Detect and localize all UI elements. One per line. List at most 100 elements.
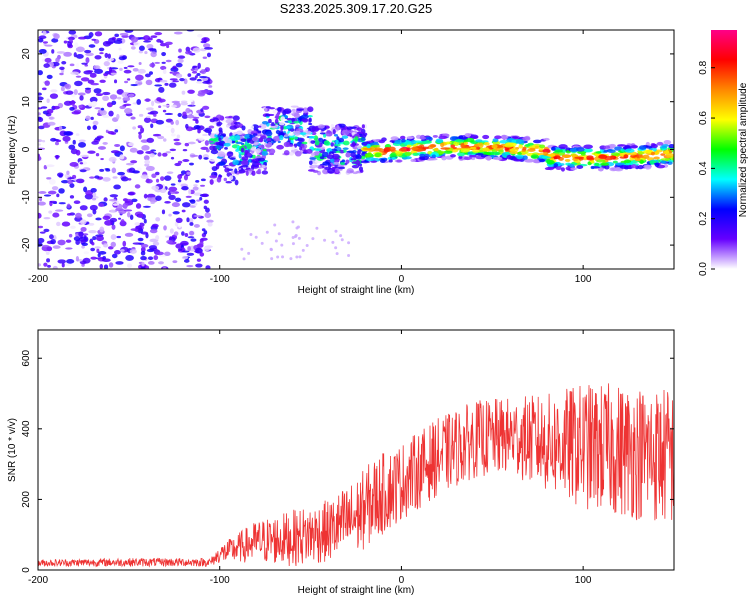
- colorbar-tick-label: 0.8: [698, 60, 709, 74]
- heatmap-cell: [51, 49, 55, 54]
- heatmap-cell: [65, 90, 74, 95]
- heatmap-cell: [529, 147, 536, 151]
- heatmap-cell: [158, 261, 164, 265]
- heatmap-cell: [122, 202, 129, 209]
- heatmap-cell: [335, 139, 339, 145]
- heatmap-cell: [196, 72, 201, 76]
- heatmap-cell: [443, 150, 453, 154]
- heatmap-cell: [94, 55, 102, 60]
- heatmap-cell: [166, 239, 173, 244]
- heatmap-cell: [400, 135, 406, 140]
- heatmap-cell: [241, 159, 249, 166]
- heatmap-cell: [334, 246, 338, 250]
- heatmap-cell: [396, 159, 403, 163]
- heatmap-cell: [107, 131, 115, 135]
- heatmap-cell: [178, 48, 182, 53]
- heatmap-cell: [158, 98, 166, 103]
- heatmap-cell: [99, 226, 105, 233]
- heatmap-cell: [50, 238, 56, 245]
- heatmap-cell: [280, 116, 286, 122]
- x-tick-label: 100: [575, 274, 592, 285]
- heatmap-cell: [224, 167, 230, 173]
- heatmap-cell: [152, 133, 162, 137]
- heatmap-cell: [111, 43, 119, 46]
- heatmap-cell: [47, 121, 56, 126]
- heatmap-cell: [671, 157, 674, 161]
- heatmap-cell: [637, 151, 645, 155]
- heatmap-cell: [68, 30, 77, 35]
- heatmap-cell: [164, 200, 171, 204]
- heatmap-cell: [144, 159, 151, 165]
- heatmap-cell: [91, 86, 95, 91]
- heatmap-cell: [88, 229, 97, 234]
- heatmap-cell: [324, 166, 332, 170]
- heatmap-cell: [89, 72, 97, 78]
- heatmap-cell: [77, 92, 86, 96]
- heatmap-cell: [209, 158, 218, 162]
- heatmap-cell: [118, 47, 122, 51]
- heatmap-cell: [193, 125, 201, 130]
- heatmap-cell: [225, 118, 234, 124]
- heatmap-cell: [326, 154, 335, 159]
- heatmap-cell: [234, 179, 239, 186]
- heatmap-cell: [257, 144, 265, 149]
- heatmap-cell: [598, 154, 608, 159]
- heatmap-cell: [583, 148, 593, 153]
- heatmap-cell: [532, 139, 542, 144]
- heatmap-cell: [258, 137, 264, 143]
- heatmap-cell: [365, 157, 376, 162]
- heatmap-cell: [223, 177, 228, 182]
- heatmap-cell: [89, 96, 98, 103]
- heatmap-cell: [155, 195, 162, 201]
- heatmap-cell: [125, 162, 135, 166]
- heatmap-cell: [334, 167, 340, 173]
- heatmap-cell: [134, 222, 140, 226]
- heatmap-cell: [96, 235, 104, 242]
- heatmap-cell: [47, 264, 51, 268]
- heatmap-cell: [52, 265, 58, 269]
- heatmap-cell: [301, 248, 305, 252]
- heatmap-cell: [175, 73, 183, 78]
- heatmap-cell: [309, 157, 317, 160]
- heatmap-cell: [155, 251, 164, 256]
- heatmap-cell: [235, 135, 241, 141]
- heatmap-cell: [225, 165, 233, 168]
- heatmap-cell: [46, 74, 53, 79]
- heatmap-cell: [44, 80, 50, 86]
- heatmap-cell: [130, 160, 138, 164]
- heatmap-cell: [226, 151, 234, 157]
- heatmap-cell: [275, 129, 281, 135]
- heatmap-cell: [509, 151, 519, 155]
- heatmap-cell: [75, 178, 85, 184]
- heatmap-cell: [138, 61, 142, 66]
- heatmap-cell: [484, 155, 493, 161]
- heatmap-cell: [107, 53, 111, 59]
- heatmap-cell: [512, 136, 519, 139]
- heatmap-cell: [103, 61, 110, 67]
- heatmap-cell: [169, 148, 177, 152]
- heatmap-cell: [96, 248, 100, 253]
- heatmap-cell: [78, 139, 86, 143]
- heatmap-cell: [182, 159, 190, 162]
- heatmap-cell: [300, 114, 309, 119]
- heatmap-cell: [187, 89, 195, 94]
- heatmap-cell: [177, 55, 186, 59]
- heatmap-cell: [279, 121, 285, 126]
- heatmap-cell: [242, 257, 246, 261]
- heatmap-cell: [119, 32, 129, 36]
- heatmap-cell: [246, 139, 251, 143]
- heatmap-cell: [157, 135, 165, 140]
- heatmap-cell: [75, 46, 85, 53]
- heatmap-cell: [191, 70, 198, 74]
- heatmap-cell: [81, 245, 85, 249]
- heatmap-cell: [142, 35, 151, 41]
- heatmap-cell: [307, 106, 314, 113]
- heatmap-cell: [388, 159, 393, 163]
- heatmap-cell: [46, 98, 50, 104]
- heatmap-cell: [205, 148, 210, 153]
- heatmap-cell: [55, 209, 64, 212]
- heatmap-cell: [118, 191, 123, 198]
- colorbar-tick-label: 0.2: [698, 211, 709, 225]
- heatmap-cell: [329, 151, 334, 155]
